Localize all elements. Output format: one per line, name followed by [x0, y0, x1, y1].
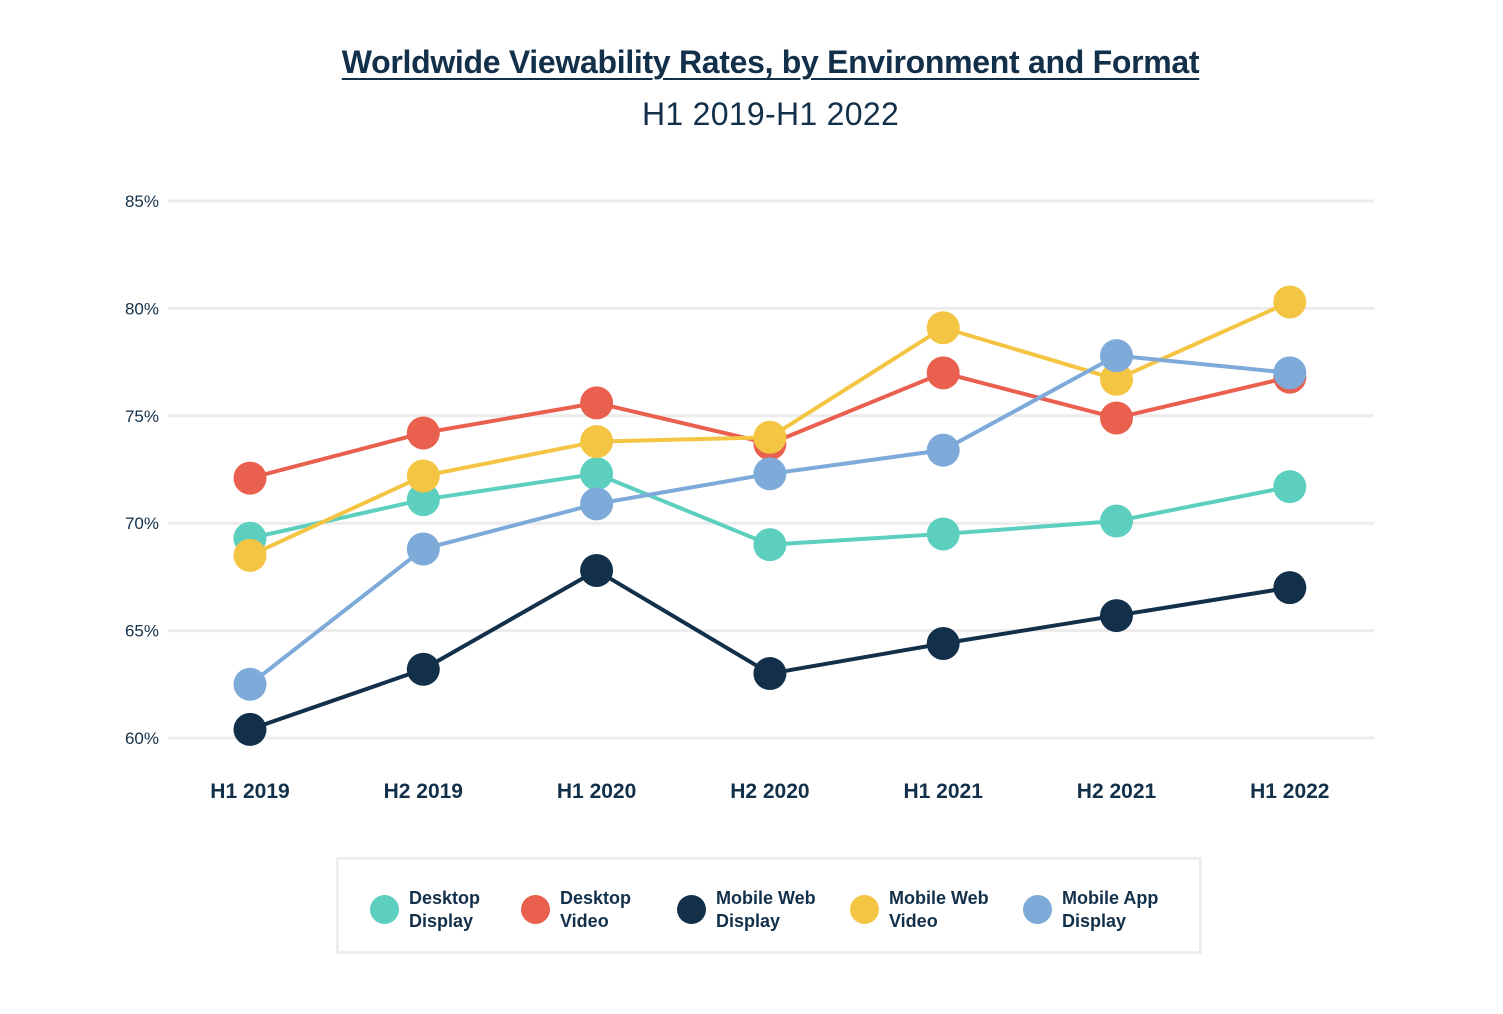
legend-label-line: Desktop — [409, 888, 481, 908]
data-point-desktop-display — [580, 457, 614, 491]
chart-subtitle: H1 2019-H1 2022 — [641, 96, 900, 132]
data-point-mobile-app-display — [1100, 339, 1133, 373]
legend-swatch-desktop-display — [370, 895, 399, 924]
y-axis-tick-labels: 60% 65% 70% 75% 80% 85% — [125, 192, 159, 748]
legend-label-line: Video — [889, 911, 938, 931]
legend-swatch-desktop-video — [521, 895, 550, 924]
chart-title: Worldwide Viewability Rates, by Environm… — [341, 44, 1200, 80]
data-point-mobile-app-display — [233, 667, 267, 701]
y-tick-label: 85% — [125, 192, 159, 211]
legend-label-mobile-app-display: Mobile App Display — [1062, 887, 1192, 933]
data-point-desktop-display — [753, 528, 787, 562]
y-tick-label: 60% — [125, 729, 159, 748]
legend-label-line: Display — [1062, 911, 1127, 931]
gridlines — [168, 199, 1374, 740]
data-point-mobile-web-display — [580, 553, 614, 587]
data-point-desktop-video — [926, 356, 960, 390]
data-point-mobile-web-video — [233, 538, 267, 572]
y-tick-label: 70% — [125, 514, 159, 533]
legend-swatch-mobile-web-video — [850, 895, 879, 924]
data-point-mobile-app-display — [753, 457, 787, 491]
legend-swatch-mobile-app-display — [1023, 895, 1052, 924]
legend-label-line: Video — [560, 911, 609, 931]
x-tick-label: H1 2020 — [557, 780, 636, 803]
legend-label-desktop-display: Desktop Display — [409, 887, 539, 933]
legend-swatch-mobile-web-display — [677, 895, 706, 924]
data-point-desktop-video — [406, 416, 440, 450]
y-tick-label: 65% — [125, 622, 159, 641]
legend-label-line: Desktop — [560, 888, 632, 908]
series-points — [233, 285, 1307, 746]
data-point-mobile-web-video — [580, 425, 614, 459]
data-point-desktop-video — [1100, 401, 1133, 435]
legend-label-mobile-web-video: Mobile Web Video — [889, 887, 1019, 933]
data-point-mobile-web-display — [753, 657, 787, 691]
legend-label-line: Mobile App — [1062, 888, 1159, 908]
series-line-mobile-web-display — [248, 568, 1292, 732]
legend-label-line: Mobile Web — [716, 888, 816, 908]
data-point-mobile-web-display — [926, 626, 960, 660]
data-point-mobile-web-video — [406, 459, 440, 493]
data-point-mobile-app-display — [926, 433, 960, 467]
legend-label-line: Display — [409, 911, 474, 931]
series-line-mobile-app-display — [248, 353, 1292, 687]
legend-label-mobile-web-display: Mobile Web Display — [716, 887, 846, 933]
y-tick-label: 80% — [125, 299, 159, 318]
x-tick-label: H1 2019 — [210, 780, 289, 803]
line-chart: 60% 65% 70% 75% 80% 85% H1 2019 H2 2019 H1 2020… — [125, 192, 1374, 803]
data-point-desktop-display — [1273, 470, 1307, 504]
data-point-mobile-web-video — [1100, 362, 1133, 396]
data-point-desktop-display — [1100, 504, 1133, 538]
data-point-mobile-web-video — [753, 420, 787, 454]
x-tick-label: H2 2020 — [730, 780, 809, 803]
data-point-desktop-video — [580, 386, 614, 420]
legend-label-desktop-video: Desktop Video — [560, 887, 690, 933]
data-point-mobile-app-display — [406, 532, 440, 566]
data-point-mobile-web-display — [233, 712, 267, 746]
data-point-mobile-web-display — [1100, 599, 1133, 633]
legend: Desktop Display Desktop Video Mobile Web… — [336, 857, 1202, 954]
x-tick-label: H1 2022 — [1250, 780, 1329, 803]
data-point-desktop-display — [926, 517, 960, 551]
legend-label-line: Mobile Web — [889, 888, 989, 908]
data-point-desktop-video — [233, 461, 267, 495]
x-tick-label: H1 2021 — [903, 780, 983, 803]
data-point-mobile-web-video — [926, 311, 960, 345]
data-point-mobile-app-display — [1273, 356, 1307, 390]
x-axis-tick-labels: H1 2019 H2 2019 H1 2020 H2 2020 H1 2021 H2 20… — [210, 780, 1329, 803]
data-point-mobile-web-display — [406, 652, 440, 686]
data-point-mobile-app-display — [580, 487, 614, 521]
x-tick-label: H2 2021 — [1077, 780, 1157, 803]
data-point-mobile-web-video — [1273, 285, 1307, 319]
data-point-mobile-web-display — [1273, 571, 1307, 605]
y-tick-label: 75% — [125, 407, 159, 426]
x-tick-label: H2 2019 — [384, 780, 463, 803]
legend-label-line: Display — [716, 911, 781, 931]
data-point-desktop-display — [406, 483, 440, 517]
